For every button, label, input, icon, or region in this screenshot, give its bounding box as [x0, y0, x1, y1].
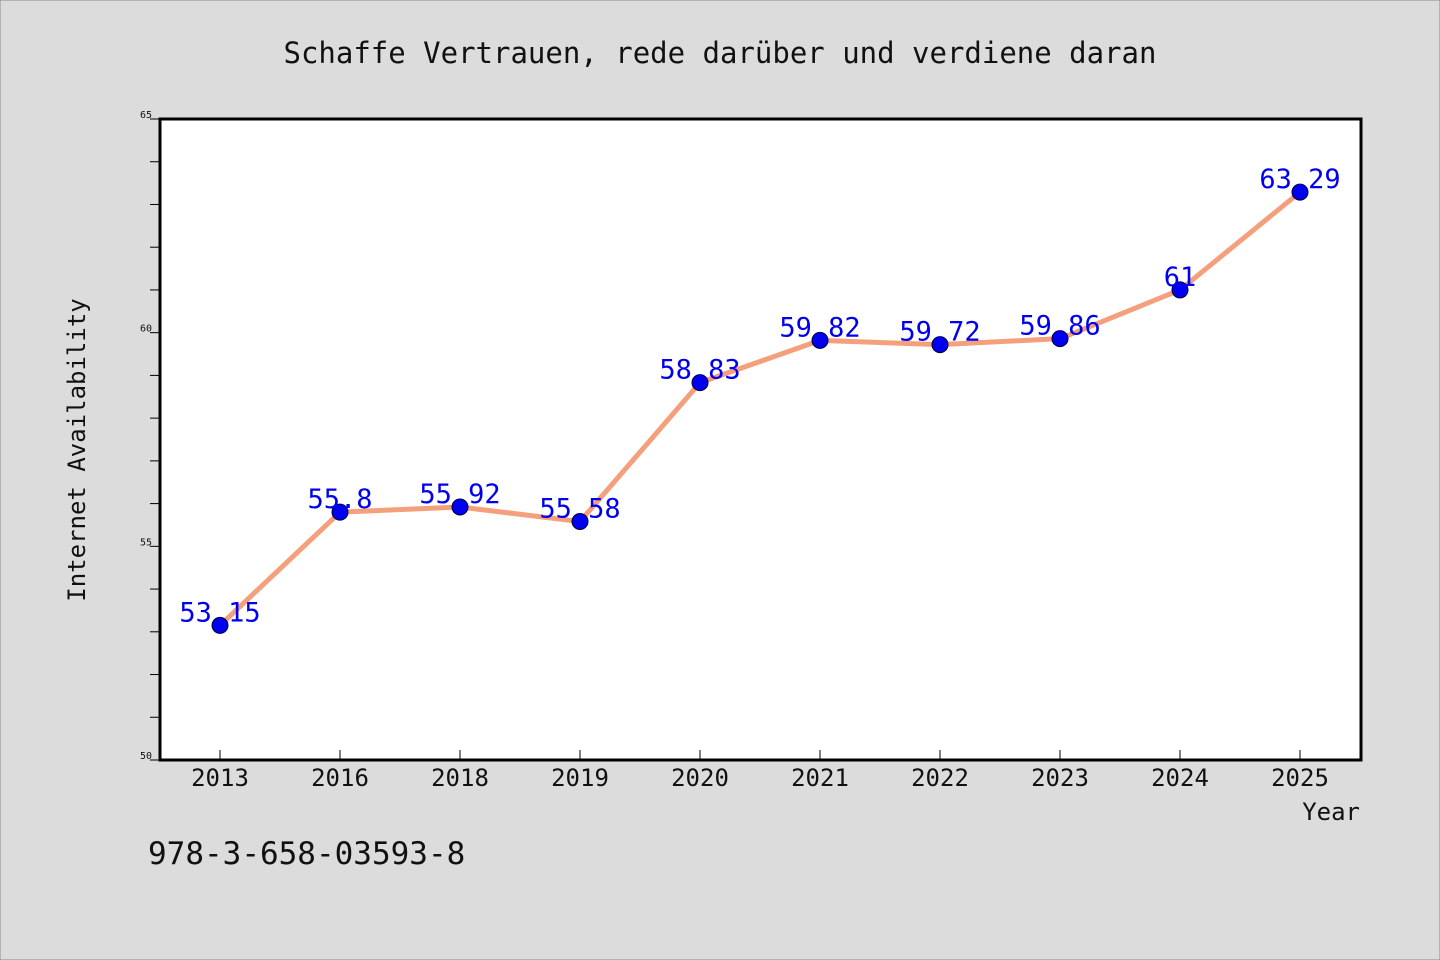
series-layer: 53.15 55.8 55.92 55.58 58.83 59.82 59.72 59.86 6…	[179, 164, 1341, 634]
isbn-text: 978-3-658-03593-8	[148, 836, 465, 872]
data-label: 63.29	[1259, 164, 1340, 195]
x-tick-label: 2013	[191, 764, 249, 792]
y-tick-label: 55	[140, 537, 152, 548]
series-line	[217, 189, 1303, 628]
x-tick-label: 2019	[551, 764, 609, 792]
plot-area	[158, 117, 1363, 762]
x-axis-title: Year	[1302, 798, 1360, 826]
y-tick-label: 65	[140, 110, 152, 121]
data-label: 55.92	[419, 479, 500, 510]
data-point	[211, 616, 229, 634]
y-axis-title: Internet Availability	[63, 298, 91, 601]
data-label: 59.86	[1019, 311, 1100, 342]
data-label: 59.82	[779, 312, 860, 343]
data-label: 53.15	[179, 597, 260, 628]
chart-title: Schaffe Vertrauen, rede darüber und verd…	[284, 36, 1157, 70]
x-tick-label: 2024	[1151, 764, 1209, 792]
data-label: 61	[1164, 262, 1197, 293]
data-point	[1291, 183, 1309, 201]
data-point	[1171, 281, 1189, 299]
x-tick-label: 2023	[1031, 764, 1089, 792]
data-point	[811, 331, 829, 349]
x-tick-label: 2020	[671, 764, 729, 792]
data-label: 58.83	[659, 355, 740, 386]
data-point	[1051, 330, 1069, 348]
data-point	[571, 513, 589, 531]
x-axis: 2013 2016 2018 2019 2020 2021 2022 2023 2024 2025	[191, 750, 1329, 792]
data-label: 55.58	[539, 494, 620, 525]
x-tick-label: 2018	[431, 764, 489, 792]
x-tick-label: 2016	[311, 764, 369, 792]
x-tick-label: 2022	[911, 764, 969, 792]
data-label: 59.72	[899, 317, 980, 348]
data-point	[931, 336, 949, 354]
x-tick-label: 2021	[791, 764, 849, 792]
x-tick-label: 2025	[1271, 764, 1329, 792]
data-point	[691, 374, 709, 392]
y-axis: 50 55 60 65	[140, 110, 160, 762]
data-point	[451, 498, 469, 516]
data-label: 55.8	[307, 484, 372, 515]
y-tick-label: 60	[140, 324, 152, 335]
y-tick-label: 50	[140, 751, 152, 762]
data-point	[331, 503, 349, 521]
